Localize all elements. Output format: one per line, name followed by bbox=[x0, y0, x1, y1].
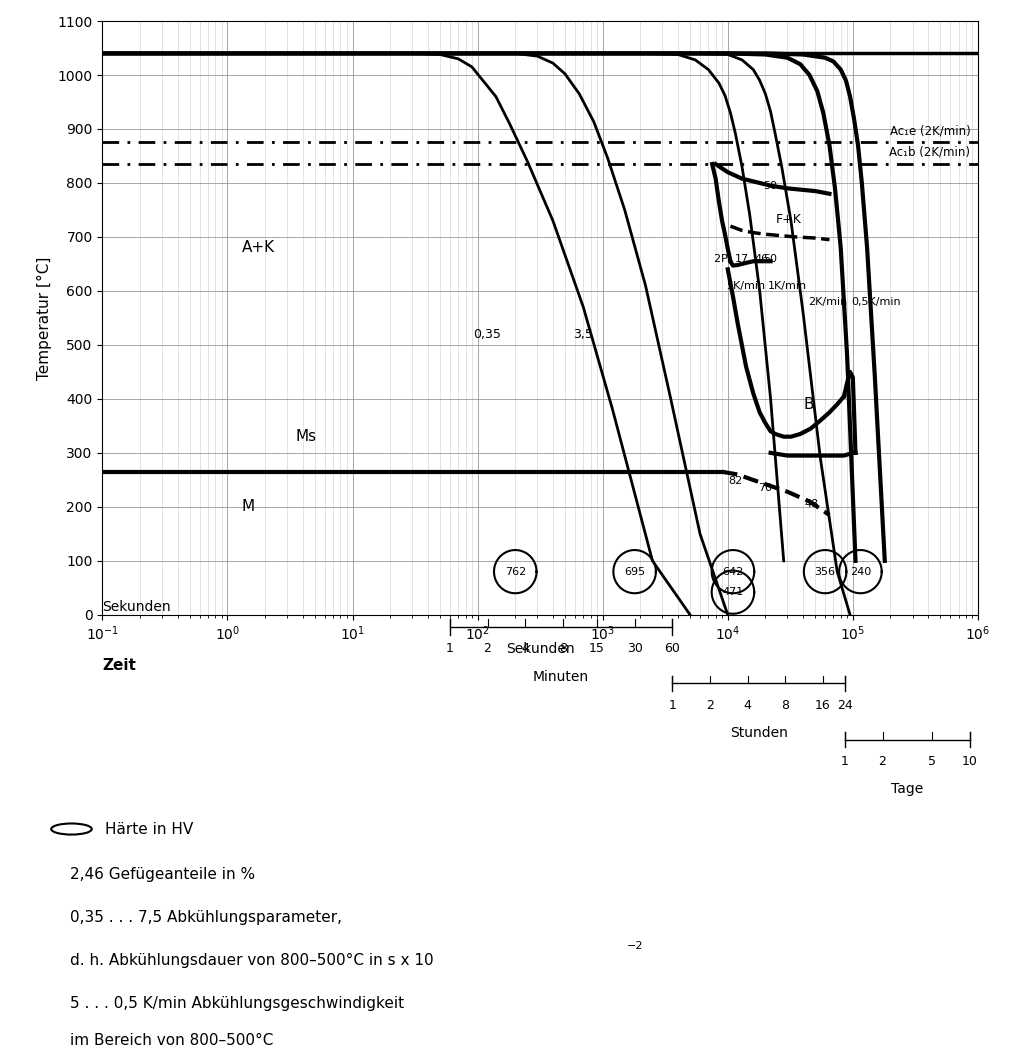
Text: 5: 5 bbox=[929, 755, 936, 768]
Text: 10: 10 bbox=[962, 755, 978, 768]
Text: 2K/min: 2K/min bbox=[808, 296, 848, 307]
Text: 82: 82 bbox=[728, 476, 742, 486]
Text: 356: 356 bbox=[815, 566, 836, 577]
Text: 30: 30 bbox=[627, 642, 643, 655]
Text: 50: 50 bbox=[764, 181, 777, 190]
Text: 3,5: 3,5 bbox=[573, 328, 593, 341]
Text: 0,35: 0,35 bbox=[473, 328, 502, 341]
Text: A+K: A+K bbox=[242, 241, 274, 255]
Text: 24: 24 bbox=[837, 699, 853, 712]
Text: Sekunden: Sekunden bbox=[506, 641, 574, 656]
Text: Ac₁e (2K/min): Ac₁e (2K/min) bbox=[890, 124, 971, 137]
Text: 1K/min: 1K/min bbox=[768, 281, 807, 290]
Text: 2: 2 bbox=[706, 699, 714, 712]
Text: im Bereich von 800–500°C: im Bereich von 800–500°C bbox=[70, 1033, 273, 1049]
Text: 46: 46 bbox=[754, 253, 768, 264]
Text: 0,5K/min: 0,5K/min bbox=[852, 296, 901, 307]
Text: Härte in HV: Härte in HV bbox=[104, 822, 193, 837]
Text: 471: 471 bbox=[722, 588, 743, 597]
Text: Tage: Tage bbox=[891, 782, 924, 797]
Text: 762: 762 bbox=[505, 566, 526, 577]
Text: 2: 2 bbox=[483, 642, 492, 655]
Text: 4: 4 bbox=[743, 699, 752, 712]
Text: Sekunden: Sekunden bbox=[102, 599, 171, 614]
Text: 48: 48 bbox=[805, 499, 819, 509]
Text: 0,35 . . . 7,5 Abkühlungsparameter,: 0,35 . . . 7,5 Abkühlungsparameter, bbox=[70, 910, 342, 925]
Text: 15: 15 bbox=[589, 642, 605, 655]
Text: 2,46 Gefügeanteile in %: 2,46 Gefügeanteile in % bbox=[70, 867, 255, 882]
Text: 1: 1 bbox=[669, 699, 676, 712]
Text: 70: 70 bbox=[759, 483, 772, 493]
Text: Minuten: Minuten bbox=[534, 669, 589, 684]
Text: Ac₁b (2K/min): Ac₁b (2K/min) bbox=[890, 146, 971, 159]
Text: 8: 8 bbox=[781, 699, 790, 712]
Text: 5 . . . 0,5 K/min Abkühlungsgeschwindigkeit: 5 . . . 0,5 K/min Abkühlungsgeschwindigk… bbox=[70, 995, 403, 1011]
Text: −2: −2 bbox=[627, 942, 644, 951]
Text: M: M bbox=[242, 499, 255, 514]
Text: 695: 695 bbox=[624, 566, 645, 577]
Text: Ms: Ms bbox=[296, 429, 316, 445]
Text: 1: 1 bbox=[841, 755, 849, 768]
Text: 642: 642 bbox=[722, 566, 743, 577]
Text: B: B bbox=[803, 397, 814, 412]
Text: 2: 2 bbox=[879, 755, 887, 768]
Text: 17: 17 bbox=[735, 253, 750, 264]
Text: 240: 240 bbox=[850, 566, 871, 577]
Text: F+K: F+K bbox=[775, 213, 801, 226]
Text: 5K/min: 5K/min bbox=[727, 281, 766, 290]
Text: Stunden: Stunden bbox=[730, 726, 787, 740]
Text: 50: 50 bbox=[764, 253, 777, 264]
Text: 8: 8 bbox=[559, 642, 567, 655]
Text: 1: 1 bbox=[445, 642, 454, 655]
Text: d. h. Abkühlungsdauer von 800–500°C in s x 10: d. h. Abkühlungsdauer von 800–500°C in s… bbox=[70, 952, 433, 968]
Text: 16: 16 bbox=[815, 699, 830, 712]
Text: 2: 2 bbox=[714, 253, 721, 264]
Text: 4: 4 bbox=[521, 642, 529, 655]
Y-axis label: Temperatur [°C]: Temperatur [°C] bbox=[37, 256, 52, 379]
Text: P: P bbox=[721, 253, 727, 264]
Text: 60: 60 bbox=[665, 642, 680, 655]
Text: Zeit: Zeit bbox=[102, 658, 136, 673]
